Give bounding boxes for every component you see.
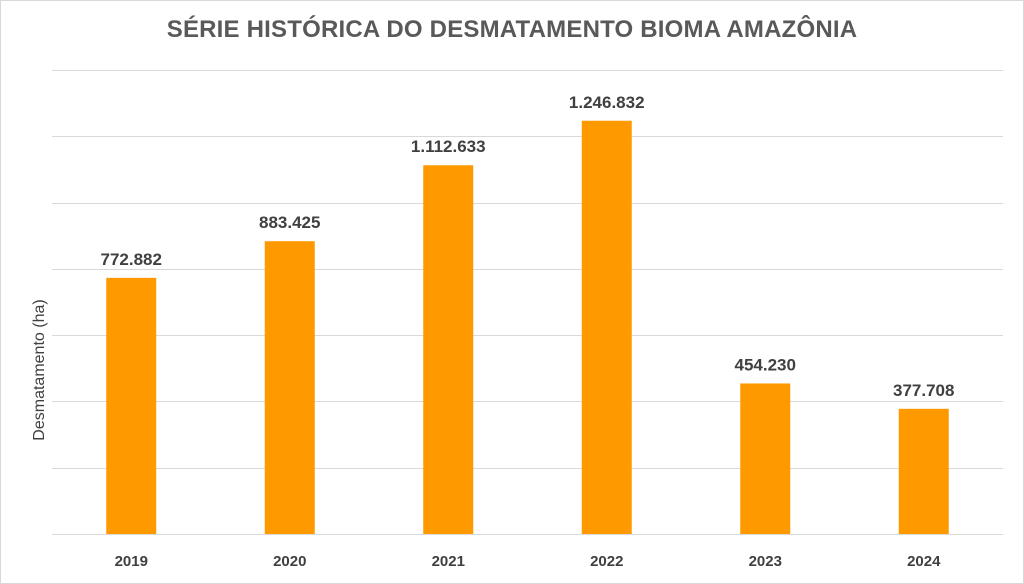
data-label-2019: 772.882 [101,250,162,269]
bar-2019 [106,277,157,534]
data-label-2020: 883.425 [259,213,320,232]
x-tick-label-2024: 2024 [907,553,941,570]
data-label-2024: 377.708 [893,381,954,400]
bar-2024 [898,408,949,534]
bar-2022 [581,120,632,534]
data-label-2022: 1.246.832 [569,93,645,112]
x-tick-label-2020: 2020 [273,553,306,570]
bar-2023 [740,383,791,534]
data-label-2021: 1.112.633 [411,137,486,156]
data-label-2023: 454.230 [735,355,796,374]
bar-2021 [423,165,474,534]
chart-title: SÉRIE HISTÓRICA DO DESMATAMENTO BIOMA AM… [166,16,858,43]
bar-2020 [264,241,315,535]
x-tick-label-2023: 2023 [749,553,782,570]
x-tick-label-2022: 2022 [590,553,623,570]
x-tick-label-2021: 2021 [432,553,465,570]
x-tick-label-2019: 2019 [115,553,148,570]
